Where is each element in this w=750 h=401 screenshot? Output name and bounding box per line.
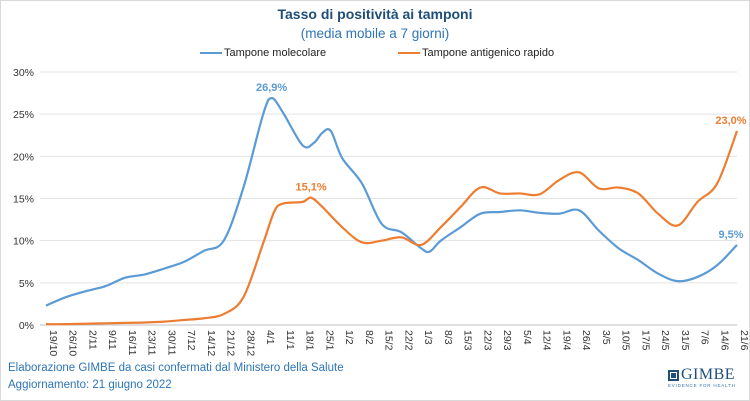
legend-item-molecolare: Tampone molecolare bbox=[200, 47, 326, 59]
data-label: 15,1% bbox=[296, 182, 327, 194]
x-tick-label: 7/12 bbox=[185, 330, 197, 351]
x-tick-label: 23/11 bbox=[146, 330, 158, 356]
legend-label: Tampone molecolare bbox=[224, 47, 327, 59]
y-tick-label: 25% bbox=[13, 109, 34, 121]
series-line-molecolare bbox=[45, 97, 738, 307]
x-tick-label: 19/10 bbox=[47, 330, 59, 356]
logo-name: GIMBE bbox=[681, 366, 736, 383]
y-tick-label: 15% bbox=[13, 194, 34, 206]
x-tick-label: 28/12 bbox=[244, 330, 256, 356]
series-line-antigenico bbox=[45, 130, 739, 326]
legend-swatch bbox=[200, 52, 222, 54]
x-tick-label: 31/5 bbox=[679, 330, 691, 351]
x-tick-label: 12/4 bbox=[541, 330, 553, 351]
y-tick-label: 0% bbox=[19, 320, 34, 332]
x-tick-label: 30/11 bbox=[165, 330, 177, 356]
y-tick-label: 10% bbox=[13, 236, 34, 248]
data-label: 9,5% bbox=[718, 229, 743, 241]
logo-mark-icon bbox=[668, 369, 679, 381]
x-tick-label: 11/1 bbox=[284, 330, 296, 350]
x-tick-label: 8/3 bbox=[442, 330, 454, 345]
x-tick-label: 14/6 bbox=[718, 330, 730, 351]
source-note: Elaborazione GIMBE da casi confermati da… bbox=[8, 362, 344, 374]
x-tick-label: 14/12 bbox=[205, 330, 217, 356]
x-tick-label: 15/3 bbox=[462, 330, 474, 351]
x-tick-label: 22/3 bbox=[481, 330, 493, 351]
x-tick-label: 3/5 bbox=[600, 330, 612, 345]
x-tick-label: 17/5 bbox=[639, 330, 651, 351]
chart-title: Tasso di positività ai tamponi bbox=[277, 6, 473, 22]
x-tick-label: 18/1 bbox=[304, 330, 316, 351]
data-label: 23,0% bbox=[715, 115, 746, 127]
x-tick-label: 21/6 bbox=[738, 330, 750, 351]
x-tick-label: 1/2 bbox=[343, 330, 355, 345]
x-tick-label: 26/10 bbox=[67, 330, 79, 356]
legend-label: Tampone antigenico rapido bbox=[422, 47, 555, 59]
legend-swatch bbox=[398, 52, 420, 54]
x-tick-label: 9/11 bbox=[106, 330, 118, 350]
x-tick-label: 4/1 bbox=[264, 330, 276, 345]
x-tick-label: 10/5 bbox=[620, 330, 632, 351]
legend-item-antigenico: Tampone antigenico rapido bbox=[398, 47, 554, 59]
x-tick-label: 22/2 bbox=[402, 330, 414, 351]
x-tick-label: 25/1 bbox=[323, 330, 335, 351]
x-tick-label: 8/2 bbox=[363, 330, 375, 345]
data-label: 26,9% bbox=[256, 82, 287, 94]
y-tick-label: 30% bbox=[13, 67, 34, 79]
x-tick-label: 29/3 bbox=[501, 330, 513, 351]
logo-tagline: EVIDENCE FOR HEALTH bbox=[668, 383, 736, 389]
x-tick-label: 24/5 bbox=[659, 330, 671, 351]
x-tick-label: 16/11 bbox=[126, 330, 138, 356]
x-tick-label: 26/4 bbox=[580, 330, 592, 351]
y-tick-label: 5% bbox=[19, 278, 34, 290]
gimbe-logo: GIMBE EVIDENCE FOR HEALTH bbox=[668, 366, 744, 388]
x-tick-label: 7/6 bbox=[699, 330, 711, 345]
x-tick-label: 19/4 bbox=[560, 330, 572, 351]
x-tick-label: 5/4 bbox=[521, 330, 533, 345]
update-date: Aggiornamento: 21 giugno 2022 bbox=[8, 379, 172, 391]
y-tick-label: 20% bbox=[13, 151, 34, 163]
chart-subtitle: (media mobile a 7 giorni) bbox=[300, 26, 450, 41]
x-tick-label: 15/2 bbox=[383, 330, 395, 351]
x-tick-label: 1/3 bbox=[422, 330, 434, 345]
x-tick-label: 21/12 bbox=[225, 330, 237, 356]
x-tick-label: 2/11 bbox=[86, 330, 98, 350]
